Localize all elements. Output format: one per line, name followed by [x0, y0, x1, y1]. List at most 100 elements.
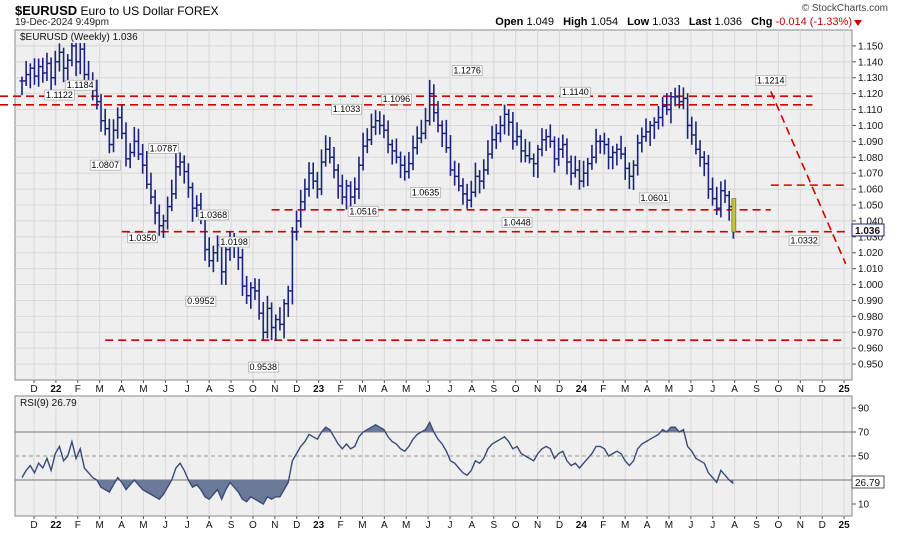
- exchange: FOREX: [177, 4, 219, 18]
- x-tick-label: D: [819, 520, 826, 531]
- price-point-label: 1.1214: [755, 75, 787, 86]
- copyright: © StockCharts.com: [801, 3, 888, 14]
- price-y-tick-label: 1.080: [858, 153, 883, 164]
- x-tick-label: M: [621, 384, 629, 395]
- symbol: $EURUSD: [15, 3, 78, 18]
- x-tick-label: A: [731, 520, 738, 531]
- x-tick-label: M: [139, 520, 147, 531]
- x-tick-label: A: [469, 520, 476, 531]
- symbol-name: Euro to US Dollar: [80, 4, 174, 18]
- svg-text:1.0601: 1.0601: [641, 193, 669, 203]
- svg-text:1.0198: 1.0198: [220, 237, 248, 247]
- x-tick-label: D: [819, 384, 826, 395]
- price-bars: [19, 33, 737, 341]
- open-label: Open: [495, 16, 524, 28]
- svg-text:1.0787: 1.0787: [150, 143, 178, 153]
- x-tick-label: J: [710, 384, 715, 395]
- x-tick-label: F: [75, 520, 81, 531]
- price-y-tick-label: 0.980: [858, 312, 883, 323]
- price-point-label: 1.1096: [381, 93, 412, 105]
- price-point-label: 1.0601: [639, 192, 670, 204]
- x-tick-label: 25: [839, 520, 851, 531]
- svg-text:1.1184: 1.1184: [67, 80, 94, 90]
- x-tick-label: O: [512, 520, 520, 531]
- x-tick-label: O: [775, 384, 783, 395]
- x-tick-label: J: [185, 520, 190, 531]
- svg-text:1.0635: 1.0635: [412, 188, 440, 198]
- x-tick-label: A: [381, 520, 388, 531]
- x-tick-label: A: [118, 520, 125, 531]
- rsi-line: [21, 420, 734, 505]
- rsi-overbought-fill: [22, 422, 734, 432]
- x-tick-label: O: [249, 520, 257, 531]
- x-tick-label: D: [556, 520, 563, 531]
- price-y-tick-label: 0.990: [858, 296, 883, 307]
- rsi-legend: RSI(9) 26.79: [16, 397, 78, 409]
- rsi-y-tick-label: 90: [858, 404, 870, 415]
- x-tick-label: A: [381, 384, 388, 395]
- rsi-last-tag: 26.79: [851, 475, 885, 489]
- chart-date: 19-Dec-2024 9:49pm: [15, 17, 109, 28]
- last-bar-highlight: [731, 198, 737, 233]
- x-tick-label: N: [271, 384, 278, 395]
- x-tick-label: N: [534, 384, 541, 395]
- rsi-x-axis: D 22 F M A M J J A S O N D 23 F M A M J J A S O N D 24 F M A M J J A S O N D…: [30, 516, 850, 531]
- x-tick-label: F: [337, 384, 343, 395]
- price-legend: $EURUSD (Weekly) 1.036: [16, 31, 138, 43]
- price-point-label: 0.9538: [247, 361, 279, 373]
- chg-label: Chg: [751, 16, 773, 28]
- x-tick-label: F: [337, 520, 343, 531]
- x-tick-label: S: [490, 384, 497, 395]
- x-tick-label: J: [448, 520, 453, 531]
- price-point-label: 1.0448: [501, 216, 533, 228]
- x-tick-label: M: [402, 520, 410, 531]
- low-label: Low: [627, 16, 650, 28]
- x-tick-label: D: [293, 384, 300, 395]
- x-tick-label: N: [797, 520, 804, 531]
- high-label: High: [563, 16, 588, 28]
- x-tick-label: M: [358, 384, 366, 395]
- price-y-tick-label: 0.960: [858, 344, 883, 355]
- price-point-label: 1.0332: [788, 235, 820, 247]
- svg-text:1.1096: 1.1096: [383, 94, 411, 104]
- svg-text:1.0448: 1.0448: [503, 217, 531, 227]
- price-y-tick-label: 1.130: [858, 73, 883, 84]
- chart-header: $EURUSD Euro to US Dollar FOREX 19-Dec-2…: [0, 0, 900, 30]
- svg-text:1.1214: 1.1214: [757, 75, 785, 85]
- x-tick-label: J: [710, 520, 715, 531]
- low-value: 1.033: [652, 16, 680, 28]
- x-tick-label: A: [731, 384, 738, 395]
- price-point-label: 1.0350: [127, 232, 158, 244]
- x-tick-label: N: [271, 520, 278, 531]
- price-y-tick-label: 1.010: [858, 264, 883, 275]
- chg-value: -0.014 (-1.33%): [775, 16, 852, 28]
- price-legend-text: $EURUSD (Weekly) 1.036: [20, 32, 138, 43]
- x-tick-label: 22: [50, 384, 62, 395]
- price-point-label: 1.0368: [198, 209, 229, 221]
- x-tick-label: D: [30, 384, 37, 395]
- price-y-tick-label: 1.060: [858, 185, 883, 196]
- price-y-tick-label: 1.020: [858, 248, 883, 259]
- price-point-label: 1.0807: [89, 159, 121, 171]
- x-tick-label: O: [775, 520, 783, 531]
- svg-text:1.0807: 1.0807: [91, 160, 119, 170]
- x-tick-label: N: [534, 520, 541, 531]
- x-tick-label: 23: [313, 384, 325, 395]
- price-y-tick-label: 1.030: [858, 232, 883, 243]
- x-tick-label: A: [206, 520, 213, 531]
- x-tick-label: F: [600, 384, 606, 395]
- price-y-tick-label: 1.070: [858, 169, 883, 180]
- x-tick-label: 25: [839, 384, 851, 395]
- rsi-legend-text: RSI(9) 26.79: [20, 398, 77, 409]
- price-y-tick-label: 0.970: [858, 328, 883, 339]
- open-value: 1.049: [526, 16, 554, 28]
- price-y-tick-label: 0.950: [858, 360, 883, 371]
- x-tick-label: D: [293, 520, 300, 531]
- x-tick-label: A: [118, 384, 125, 395]
- x-tick-label: M: [96, 520, 104, 531]
- x-tick-label: M: [665, 384, 673, 395]
- x-tick-label: J: [688, 520, 693, 531]
- svg-text:1.1033: 1.1033: [333, 104, 361, 114]
- x-tick-label: D: [30, 520, 37, 531]
